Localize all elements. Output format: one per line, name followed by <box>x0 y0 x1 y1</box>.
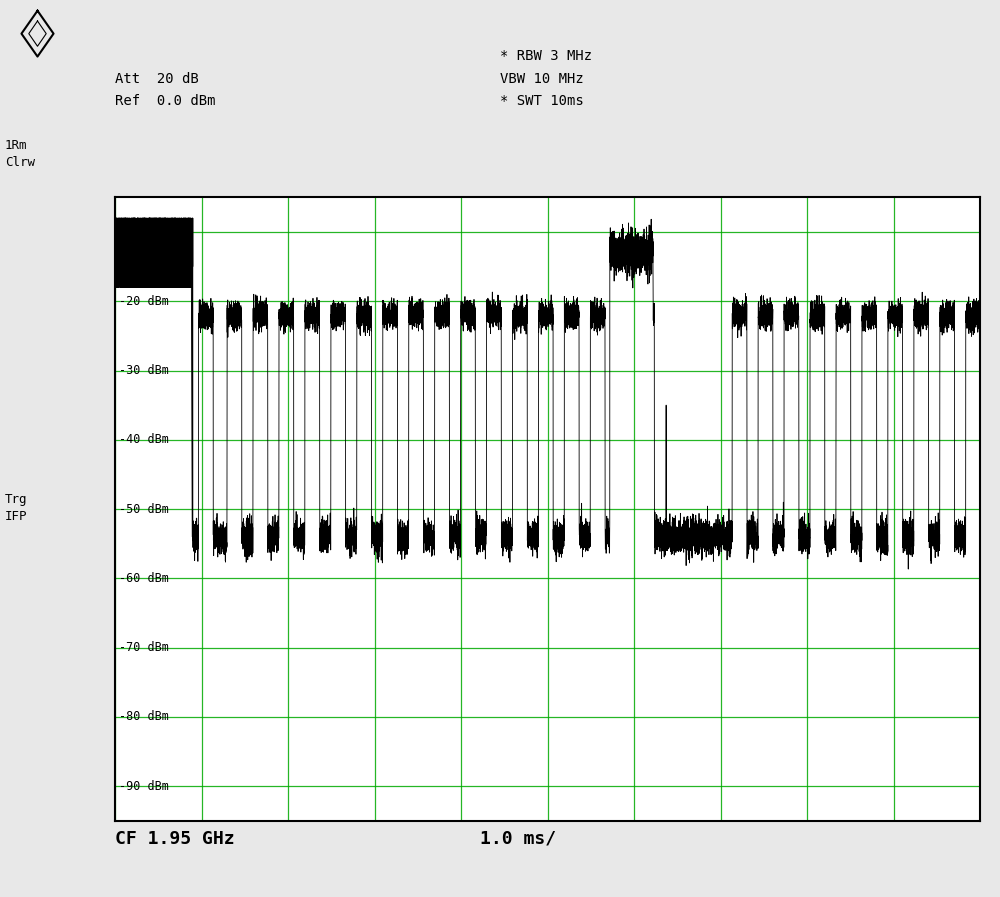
Text: * RBW 3 MHz: * RBW 3 MHz <box>500 49 592 64</box>
Text: -50 dBm: -50 dBm <box>119 502 169 516</box>
Text: -20 dBm: -20 dBm <box>119 295 169 308</box>
Text: -70 dBm: -70 dBm <box>119 641 169 654</box>
Text: -60 dBm: -60 dBm <box>119 571 169 585</box>
Text: 1Rm
Clrw: 1Rm Clrw <box>5 139 35 169</box>
Text: Trg
IFP: Trg IFP <box>5 493 28 523</box>
Text: CF 1.95 GHz: CF 1.95 GHz <box>115 830 235 848</box>
Text: Att  20 dB: Att 20 dB <box>115 72 199 86</box>
Text: VBW 10 MHz: VBW 10 MHz <box>500 72 584 86</box>
Text: * SWT 10ms: * SWT 10ms <box>500 94 584 109</box>
Text: 1.0 ms/: 1.0 ms/ <box>480 830 556 848</box>
Text: -10 dBm: -10 dBm <box>119 225 169 239</box>
Text: -80 dBm: -80 dBm <box>119 710 169 723</box>
Text: -90 dBm: -90 dBm <box>119 779 169 793</box>
Text: Ref  0.0 dBm: Ref 0.0 dBm <box>115 94 216 109</box>
Text: -40 dBm: -40 dBm <box>119 433 169 447</box>
Text: -30 dBm: -30 dBm <box>119 364 169 377</box>
